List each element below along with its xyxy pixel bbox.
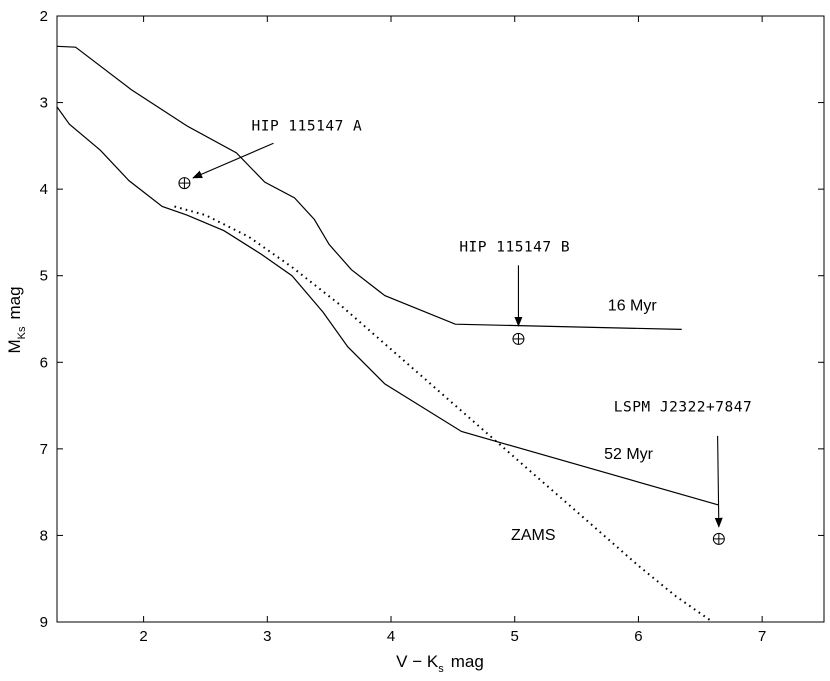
series-52-myr-line <box>56 106 719 506</box>
y-axis-ticks: 2 3 4 5 6 7 8 9 <box>40 8 824 631</box>
chart-labels: HIP 115147 A HIP 115147 B LSPM J2322+7847 1… <box>252 118 752 544</box>
label-lspm-j2322-7847: LSPM J2322+7847 <box>614 400 752 416</box>
y-tick-label: 5 <box>40 268 48 285</box>
series-layer <box>56 45 719 623</box>
series-label-52-myr: 52 Myr <box>604 446 654 463</box>
point-hip-115147-a <box>178 177 191 190</box>
y-tick-label: 7 <box>40 441 48 458</box>
x-tick-label: 2 <box>139 628 147 645</box>
arrow-hip-115147-a <box>192 142 274 179</box>
y-axis-label: MKs mag <box>5 286 28 353</box>
x-axis-label-main: V − K <box>396 652 439 671</box>
y-axis-label-unit: mag <box>5 286 24 319</box>
point-lspm-j2322-7847 <box>712 532 725 545</box>
y-tick-label: 3 <box>40 95 48 112</box>
y-axis-label-sub: Ks <box>16 326 28 339</box>
x-axis-label-unit: mag <box>451 652 484 671</box>
plot-frame <box>56 15 825 623</box>
x-axis-label: V − Ks mag <box>396 652 484 675</box>
y-axis-label-main: M <box>5 339 24 353</box>
x-tick-label: 7 <box>758 628 766 645</box>
x-tick-label: 6 <box>634 628 642 645</box>
x-tick-label: 5 <box>511 628 519 645</box>
y-tick-label: 6 <box>40 354 48 371</box>
x-axis-label-sub: s <box>438 663 444 675</box>
y-tick-label: 2 <box>40 8 48 25</box>
y-tick-label: 4 <box>40 181 48 198</box>
arrow-lspm-j2322-7847 <box>714 435 723 528</box>
series-label-16-myr: 16 Myr <box>608 297 658 314</box>
label-hip-115147-a: HIP 115147 A <box>252 118 363 134</box>
x-tick-label: 3 <box>263 628 271 645</box>
series-label-zams: ZAMS <box>511 527 555 544</box>
point-hip-115147-b <box>512 332 525 345</box>
annotation-arrows <box>192 142 723 528</box>
y-tick-label: 9 <box>40 614 48 631</box>
star-points <box>178 177 725 545</box>
x-tick-label: 4 <box>387 628 395 645</box>
y-tick-label: 8 <box>40 527 48 544</box>
x-axis-ticks: 2 3 4 5 6 7 <box>139 16 766 645</box>
series-16-myr-line <box>56 45 682 330</box>
label-hip-115147-b: HIP 115147 B <box>459 239 570 255</box>
